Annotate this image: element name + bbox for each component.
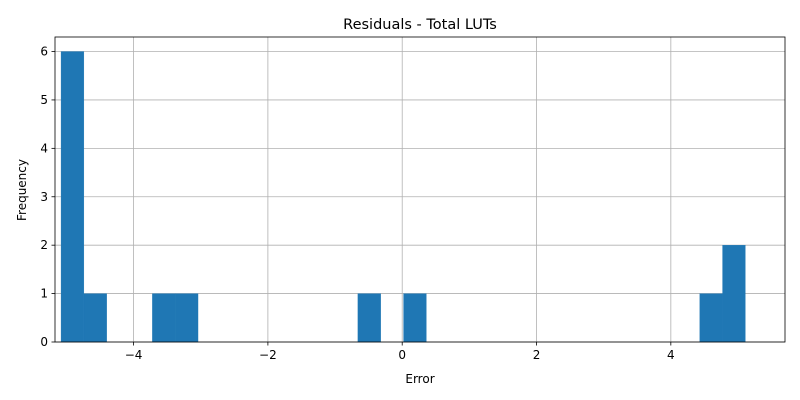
histogram-bar	[699, 293, 723, 343]
histogram-bar	[175, 293, 199, 343]
x-tick-label: −2	[259, 348, 277, 362]
x-tick-label: 2	[533, 348, 541, 362]
histogram-bar	[357, 293, 381, 343]
histogram-bar	[152, 293, 176, 343]
x-tick-label: 0	[398, 348, 406, 362]
plot-frame	[54, 36, 786, 343]
chart-title: Residuals - Total LUTs	[343, 17, 497, 33]
x-tick-label: −4	[125, 348, 143, 362]
y-tick-label: 5	[40, 93, 48, 107]
histogram-bar	[60, 51, 85, 343]
y-tick-label: 0	[40, 335, 48, 349]
x-axis-label: Error	[405, 372, 434, 386]
y-tick-label: 3	[40, 190, 48, 204]
x-axis: −4 −2 0 2 4	[125, 342, 675, 362]
histogram-bar	[722, 245, 746, 343]
y-tick-label: 2	[40, 238, 48, 252]
histogram-bar	[403, 293, 427, 343]
x-tick-label: 4	[667, 348, 675, 362]
y-axis: 0 1 2 3 4 5 6	[40, 45, 55, 349]
y-tick-label: 1	[40, 287, 48, 301]
y-tick-label: 4	[40, 141, 48, 155]
y-axis-label: Frequency	[15, 159, 29, 221]
histogram-bar	[83, 293, 107, 343]
y-tick-label: 6	[40, 45, 48, 59]
bars	[60, 51, 746, 343]
